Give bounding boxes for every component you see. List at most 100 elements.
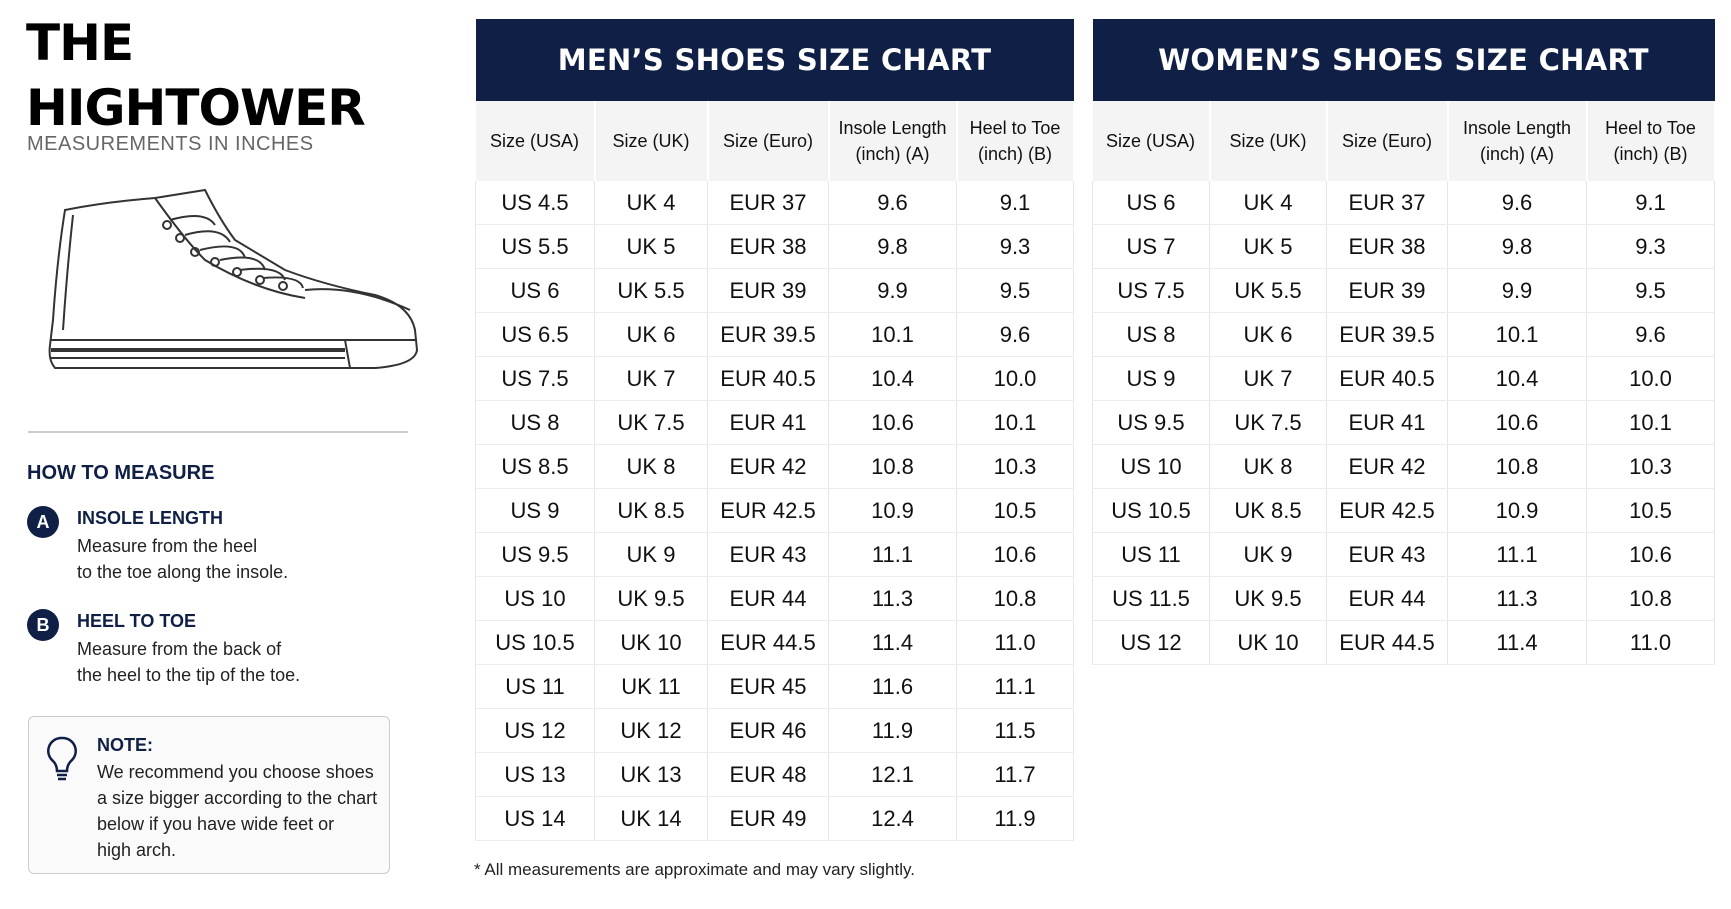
table-cell: 10.1	[828, 312, 957, 357]
table-cell: 10.5	[956, 488, 1075, 533]
table-title: MEN’S SHOES SIZE CHART	[475, 19, 1074, 101]
table-row: US 9.5 UK 9 EUR 43 11.1 10.6	[475, 532, 1075, 577]
table-cell: US 12	[475, 708, 595, 753]
table-row: US 11 UK 11 EUR 45 11.6 11.1	[475, 664, 1075, 709]
table-cell: EUR 49	[707, 796, 829, 841]
table-cell: 10.8	[1586, 576, 1715, 621]
table-cell: US 7	[1092, 224, 1210, 269]
table-cell: UK 6	[1209, 312, 1327, 357]
table-cell: EUR 46	[707, 708, 829, 753]
table-cell: US 6	[1092, 181, 1210, 225]
table-cell: EUR 48	[707, 752, 829, 797]
table-cell: UK 8.5	[1209, 488, 1327, 533]
table-cell: UK 8.5	[594, 488, 708, 533]
table-row: US 10.5 UK 10 EUR 44.5 11.4 11.0	[475, 620, 1075, 665]
bulb-icon	[47, 736, 77, 781]
step-badge: A	[27, 506, 59, 538]
table-cell: 9.6	[828, 181, 957, 225]
how-to-heading: HOW TO MEASURE	[27, 462, 215, 484]
table-cell: EUR 43	[1326, 532, 1448, 577]
table-cell: 11.1	[1447, 532, 1587, 577]
table-row: US 6.5 UK 6 EUR 39.5 10.1 9.6	[475, 312, 1075, 357]
table-cell: 11.4	[1447, 620, 1587, 665]
table-cell: 11.0	[956, 620, 1075, 665]
table-row: US 7.5 UK 5.5 EUR 39 9.9 9.5	[1092, 268, 1715, 313]
table-cell: UK 7	[1209, 356, 1327, 401]
table-row: US 10 UK 8 EUR 42 10.8 10.3	[1092, 444, 1715, 489]
size-table: MEN’S SHOES SIZE CHART Size (USA) Size (UK…	[475, 19, 1075, 841]
step-line: Measure from the back of	[77, 639, 282, 659]
table-cell: 10.8	[1447, 444, 1587, 489]
table-cell: US 9	[1092, 356, 1210, 401]
table-cell: UK 9	[594, 532, 708, 577]
table-cell: 12.1	[828, 752, 957, 797]
table-cell: UK 9.5	[594, 576, 708, 621]
table-cell: EUR 42	[1326, 444, 1448, 489]
table-cell: 9.8	[1447, 224, 1587, 269]
table-cell: 9.3	[1586, 224, 1715, 269]
table-cell: US 9.5	[1092, 400, 1210, 445]
table-cell: 10.6	[1586, 532, 1715, 577]
table-row: US 5.5 UK 5 EUR 38 9.8 9.3	[475, 224, 1075, 269]
table-cell: EUR 45	[707, 664, 829, 709]
table-row: US 7.5 UK 7 EUR 40.5 10.4 10.0	[475, 356, 1075, 401]
table-cell: 10.0	[956, 356, 1075, 401]
table-cell: UK 9	[1209, 532, 1327, 577]
table-cell: UK 5	[594, 224, 708, 269]
title-row: WOMEN’S SHOES SIZE CHART	[1092, 19, 1715, 101]
table-cell: 10.8	[828, 444, 957, 489]
table-cell: EUR 38	[707, 224, 829, 269]
table-cell: 10.8	[956, 576, 1075, 621]
table-row: US 6 UK 5.5 EUR 39 9.9 9.5	[475, 268, 1075, 313]
table-cell: UK 4	[1209, 181, 1327, 225]
column-header: Size (UK)	[594, 101, 709, 181]
table-body: US 4.5 UK 4 EUR 37 9.6 9.1 US 5.5 UK 5 EUR 38 9.…	[475, 181, 1075, 841]
step-line: Measure from the heel	[77, 536, 258, 556]
table-cell: EUR 44	[1326, 576, 1448, 621]
table-cell: 10.4	[1447, 356, 1587, 401]
table-cell: UK 5.5	[594, 268, 708, 313]
table-cell: 11.1	[956, 664, 1075, 709]
table-cell: 9.5	[956, 268, 1075, 313]
table-cell: UK 10	[1209, 620, 1327, 665]
table-cell: 11.5	[956, 708, 1075, 753]
brand-line2: HIGHTOWER	[26, 79, 366, 137]
header-row: Size (USA) Size (UK) Size (Euro) Insole Len…	[1092, 101, 1716, 181]
table-cell: UK 5	[1209, 224, 1327, 269]
table-cell: US 8	[1092, 312, 1210, 357]
table-cell: EUR 41	[1326, 400, 1448, 445]
table-cell: 10.6	[1447, 400, 1587, 445]
table-row: US 8 UK 7.5 EUR 41 10.6 10.1	[475, 400, 1075, 445]
table-cell: 11.4	[828, 620, 957, 665]
table-row: US 11 UK 9 EUR 43 11.1 10.6	[1092, 532, 1715, 577]
note-line: high arch.	[97, 840, 177, 860]
table-cell: US 11	[1092, 532, 1210, 577]
note-line: We recommend you choose shoes	[97, 762, 374, 782]
shoe-illustration	[48, 188, 419, 369]
table-row: US 9.5 UK 7.5 EUR 41 10.6 10.1	[1092, 400, 1715, 445]
table-row: US 11.5 UK 9.5 EUR 44 11.3 10.8	[1092, 576, 1715, 621]
table-cell: EUR 37	[707, 181, 829, 225]
table-row: US 12 UK 12 EUR 46 11.9 11.5	[475, 708, 1075, 753]
table-cell: US 7.5	[475, 356, 595, 401]
table-row: US 9 UK 7 EUR 40.5 10.4 10.0	[1092, 356, 1715, 401]
table-cell: EUR 42	[707, 444, 829, 489]
table-cell: UK 7.5	[594, 400, 708, 445]
table-cell: US 11	[475, 664, 595, 709]
table-row: US 12 UK 10 EUR 44.5 11.4 11.0	[1092, 620, 1715, 665]
table-cell: 10.3	[956, 444, 1075, 489]
table-cell: US 10.5	[1092, 488, 1210, 533]
table-cell: UK 8	[594, 444, 708, 489]
column-header: Size (UK)	[1209, 101, 1328, 181]
divider	[28, 431, 408, 433]
table-cell: US 10	[475, 576, 595, 621]
table-cell: EUR 43	[707, 532, 829, 577]
step-line: the heel to the tip of the toe.	[77, 665, 301, 685]
table-cell: US 9.5	[475, 532, 595, 577]
brand-line1: THE	[26, 14, 134, 72]
table-cell: EUR 38	[1326, 224, 1448, 269]
table-row: US 9 UK 8.5 EUR 42.5 10.9 10.5	[475, 488, 1075, 533]
step-text: Measure from the back of the heel to the …	[77, 636, 300, 688]
table-cell: 10.1	[1447, 312, 1587, 357]
